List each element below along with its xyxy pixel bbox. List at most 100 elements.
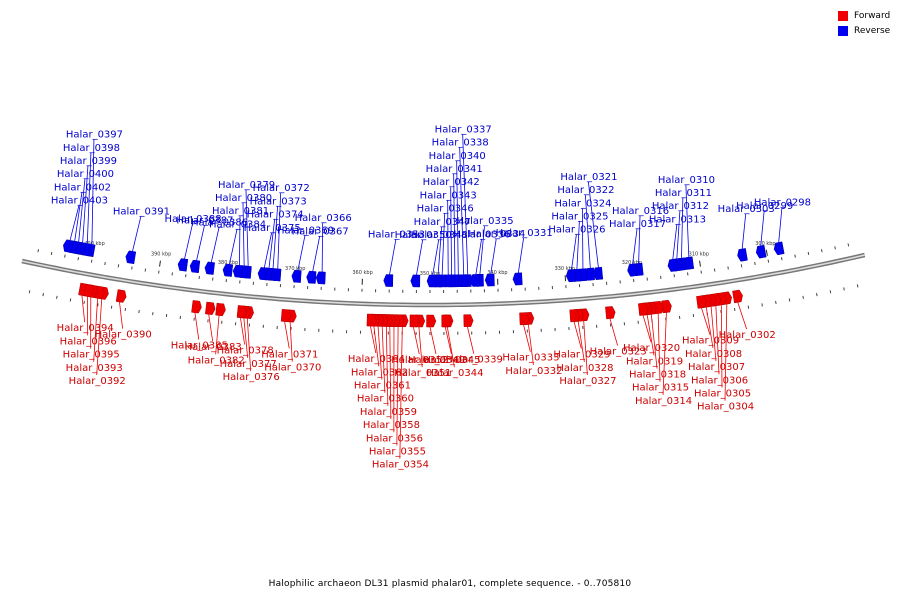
gene-halar-0348 bbox=[426, 274, 437, 288]
gene-label: Halar_0355 bbox=[369, 446, 426, 457]
gene-label: Halar_0382 bbox=[188, 355, 245, 366]
label-leader bbox=[715, 305, 720, 375]
label-leader bbox=[385, 326, 389, 406]
gene-label: Halar_0338 bbox=[432, 138, 489, 149]
gene-label: Halar_0317 bbox=[609, 219, 666, 230]
gene-label: Halar_0310 bbox=[658, 175, 715, 186]
label-leader bbox=[638, 215, 641, 264]
label-leader bbox=[587, 181, 599, 268]
minor-tick bbox=[50, 251, 53, 256]
label-leader bbox=[778, 207, 783, 243]
label-leader bbox=[194, 312, 200, 340]
gene-label: Halar_0353 bbox=[368, 230, 425, 241]
gene-halar-0352 bbox=[409, 314, 420, 328]
gene-label: Halar_0326 bbox=[548, 225, 605, 236]
gene-label: Halar_0339 bbox=[446, 355, 503, 366]
label-leader bbox=[184, 223, 193, 260]
gene-halar-0391 bbox=[125, 250, 137, 265]
gene-label: Halar_0359 bbox=[360, 407, 417, 418]
major-tick bbox=[765, 249, 768, 256]
minor-tick bbox=[820, 249, 823, 253]
label-leader bbox=[373, 326, 380, 367]
label-leader bbox=[416, 239, 424, 276]
gene-label: Halar_0376 bbox=[223, 372, 280, 383]
gene-halar-0331 bbox=[512, 272, 523, 286]
label-leader bbox=[642, 315, 652, 343]
gene-label: Halar_0318 bbox=[629, 370, 686, 381]
gene-label: Halar_0302 bbox=[719, 330, 776, 341]
gene-label: Halar_0321 bbox=[560, 172, 617, 183]
minor-tick bbox=[56, 295, 58, 299]
label-leader bbox=[441, 213, 446, 275]
gene-label: Halar_0364 bbox=[348, 354, 405, 365]
label-leader bbox=[69, 205, 80, 241]
label-leader bbox=[741, 214, 747, 250]
label-leader bbox=[459, 147, 465, 275]
minor-tick bbox=[775, 300, 777, 305]
label-leader bbox=[685, 184, 690, 258]
gene-halar-0378 bbox=[236, 305, 248, 319]
label-leader bbox=[210, 227, 220, 263]
gene-halar-0336 bbox=[470, 274, 480, 287]
label-leader bbox=[272, 206, 279, 269]
gene-label: Halar_0393 bbox=[66, 363, 123, 374]
label-leader bbox=[676, 211, 681, 259]
gene-features bbox=[63, 239, 785, 328]
label-leader bbox=[720, 304, 723, 388]
label-leader bbox=[243, 317, 249, 358]
gene-label: Halar_0350 bbox=[395, 230, 452, 241]
minor-tick bbox=[97, 303, 99, 307]
label-leader bbox=[289, 321, 293, 362]
gene-label: Halar_0371 bbox=[261, 349, 318, 360]
label-leader bbox=[705, 307, 714, 348]
gene-label: Halar_0329 bbox=[553, 350, 610, 361]
label-leader bbox=[479, 226, 485, 275]
gene-halar-0384 bbox=[222, 263, 234, 277]
gene-label: Halar_0306 bbox=[691, 375, 748, 386]
label-leader bbox=[447, 200, 449, 275]
label-leader bbox=[583, 320, 588, 376]
label-leader bbox=[584, 195, 591, 269]
gene-label: Halar_0348 bbox=[411, 230, 468, 241]
gene-label: Halar_0324 bbox=[554, 198, 611, 209]
gene-label: Halar_0354 bbox=[372, 460, 429, 471]
scale-label: 320 kbp bbox=[622, 260, 642, 266]
gene-label: Halar_0397 bbox=[66, 130, 123, 141]
gene-label: Halar_0322 bbox=[557, 185, 614, 196]
gene-label: Halar_0379 bbox=[218, 180, 275, 191]
gene-label: Halar_0319 bbox=[626, 356, 683, 367]
gene-label: Halar_0328 bbox=[556, 363, 613, 374]
gene-label: Halar_0398 bbox=[63, 143, 120, 154]
minor-tick bbox=[802, 295, 804, 299]
gene-label: Halar_0346 bbox=[417, 204, 474, 215]
gene-label: Halar_0360 bbox=[357, 394, 414, 405]
label-leader bbox=[571, 234, 577, 270]
gene-label: Halar_0377 bbox=[220, 359, 277, 370]
gene-label: Halar_0385 bbox=[171, 341, 228, 352]
gene-halar-0309 bbox=[696, 295, 707, 309]
gene-label: Halar_0309 bbox=[682, 336, 739, 347]
gene-halar-0349 bbox=[426, 314, 437, 328]
gene-label: Halar_0335 bbox=[456, 216, 513, 227]
gene-label: Halar_0314 bbox=[635, 396, 692, 407]
gene-label: Halar_0345 bbox=[423, 355, 480, 366]
backbone-inner bbox=[21, 254, 865, 306]
gene-label: Halar_0307 bbox=[688, 362, 745, 373]
minor-tick bbox=[761, 303, 763, 307]
gene-halar-0313 bbox=[667, 258, 678, 272]
scale-label: 360 kbp bbox=[352, 270, 372, 276]
gene-label: Halar_0341 bbox=[426, 164, 483, 175]
gene-halar-0302 bbox=[732, 289, 743, 304]
gene-label: Halar_0388 bbox=[164, 214, 221, 225]
gene-halar-0390 bbox=[115, 289, 127, 303]
gene-label: Halar_0362 bbox=[351, 367, 408, 378]
scale-label: 340 kbp bbox=[487, 270, 507, 276]
label-leader bbox=[82, 165, 89, 243]
label-leader bbox=[475, 239, 482, 275]
gene-halar-0334 bbox=[484, 273, 495, 287]
gene-label: Halar_0308 bbox=[685, 349, 742, 360]
label-leader bbox=[284, 321, 290, 349]
gene-label: Halar_0333 bbox=[502, 353, 559, 364]
minor-tick bbox=[77, 257, 80, 261]
gene-halar-0369 bbox=[291, 269, 302, 283]
